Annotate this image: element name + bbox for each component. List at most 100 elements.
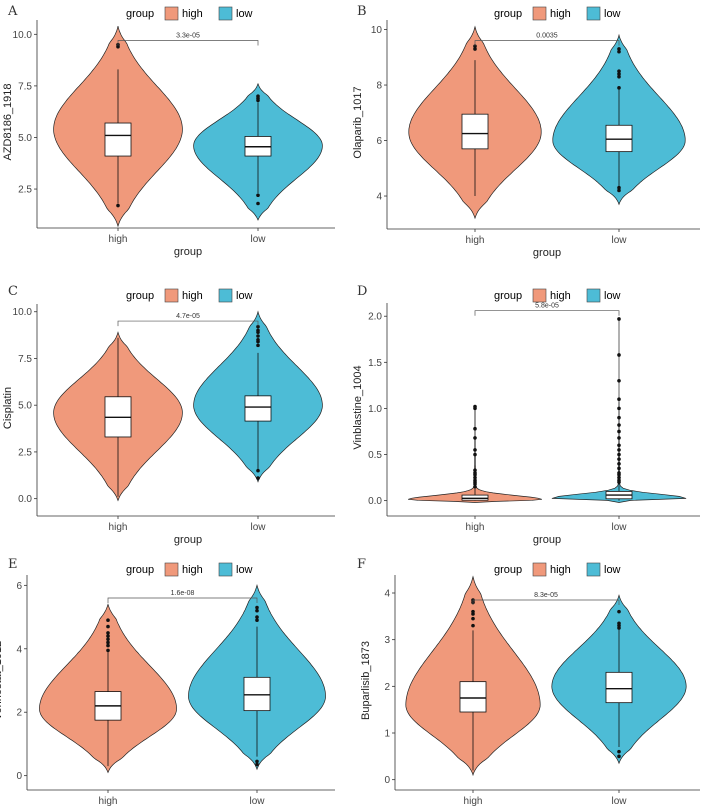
violin-low [551,319,687,503]
x-tick-label-low: low [611,796,627,807]
outlier-point [473,475,477,480]
y-axis-title: Vinblastine_1004 [352,365,364,449]
x-tick-label-high: high [466,522,485,533]
significance-bracket: 5.8e-05 [474,303,620,316]
outlier-point [256,337,260,342]
legend-label-low: low [236,564,253,576]
legend-label-high: high [550,8,571,20]
outlier-point [471,609,475,614]
y-axis-title: Buparlisib_1873 [360,641,372,720]
y-tick-label: 1.0 [368,404,382,415]
y-tick-label: 10.0 [13,30,33,41]
outlier-point [256,94,260,99]
outlier-point [473,448,477,452]
legend-title: group [494,290,522,302]
outlier-point [617,415,621,420]
bracket-line [474,310,620,316]
bracket-line [107,597,258,604]
box-high [104,122,132,157]
box-low [243,676,271,712]
outlier-point [617,443,621,448]
y-tick-label: 10.0 [13,307,33,318]
outlier-point [617,466,621,471]
legend: group high low [494,6,621,21]
legend-label-low: low [604,290,621,302]
outlier-point [617,397,621,402]
outlier-point [256,324,260,329]
x-axis-title: group [532,808,560,811]
x-axis-title: group [174,246,202,258]
x-tick-label-high: high [109,522,128,533]
p-value-label: 1.6e-08 [171,590,195,597]
outlier-point [256,193,260,198]
outlier-point [256,334,260,338]
violin-group-low [193,310,323,483]
outlier-point [473,47,477,51]
x-tick-label-high: high [109,234,128,245]
y-axis-title: AZD8186_1918 [2,83,14,160]
outlier-point [255,762,259,767]
y-tick-label: 0.0 [18,494,32,505]
legend-key-low [586,288,601,303]
p-value-label: 4.7e-05 [176,313,200,320]
outlier-point [256,328,260,333]
violin-group-high [405,575,541,777]
bracket-line [474,40,620,46]
violin-group-low [551,317,687,503]
y-tick-label: 8 [376,81,382,92]
outlier-point [617,188,621,193]
outlier-point [255,615,259,619]
outlier-point [473,426,477,431]
y-tick-label: 2.5 [18,185,32,196]
legend-label-low: low [604,564,621,576]
y-tick-label: 0.0 [368,496,382,507]
violin-group-low [551,594,687,765]
y-tick-label: 0 [384,775,390,786]
outlier-point [617,452,621,457]
legend-label-high: high [182,564,203,576]
legend-key-high [164,6,179,21]
outlier-point [617,423,621,427]
legend-key-low [218,562,233,577]
outlier-point [473,471,477,475]
legend-title: group [494,8,522,20]
outlier-point [617,74,621,79]
outlier-point [617,429,621,434]
legend-title: group [494,564,522,576]
panel-label: C [8,284,18,299]
bracket-line [117,40,259,46]
outlier-point [473,44,477,48]
legend-key-high [164,562,179,577]
violin-group-high [408,25,542,220]
x-axis-title: group [533,534,561,546]
outlier-point [471,623,475,628]
outlier-point [255,605,259,610]
legend: group high low [494,562,621,577]
legend-label-high: high [182,8,203,20]
violin-group-high [53,26,183,228]
x-tick-label-high: high [464,796,483,807]
x-axis-title: group [174,534,202,546]
y-axis-title: Cisplatin [2,387,14,429]
outlier-point [617,609,621,614]
legend-key-low [586,562,601,577]
outlier-point [473,452,477,457]
y-tick-label: 1.5 [368,358,382,369]
significance-bracket: 3.3e-05 [117,33,259,46]
y-tick-label: 0 [16,771,22,782]
y-tick-label: 7.5 [18,81,32,92]
bracket-line [472,599,620,605]
outlier-point [255,608,259,613]
panel-label: F [357,557,366,572]
outlier-point [255,618,259,623]
violin-group-low [552,33,686,206]
legend-label-low: low [236,290,253,302]
y-axis-title: Olaparib_1017 [352,86,364,158]
legend-key-low [218,288,233,303]
panel-label: A [7,4,18,19]
outlier-point [617,378,621,383]
panel-label: E [8,557,18,572]
